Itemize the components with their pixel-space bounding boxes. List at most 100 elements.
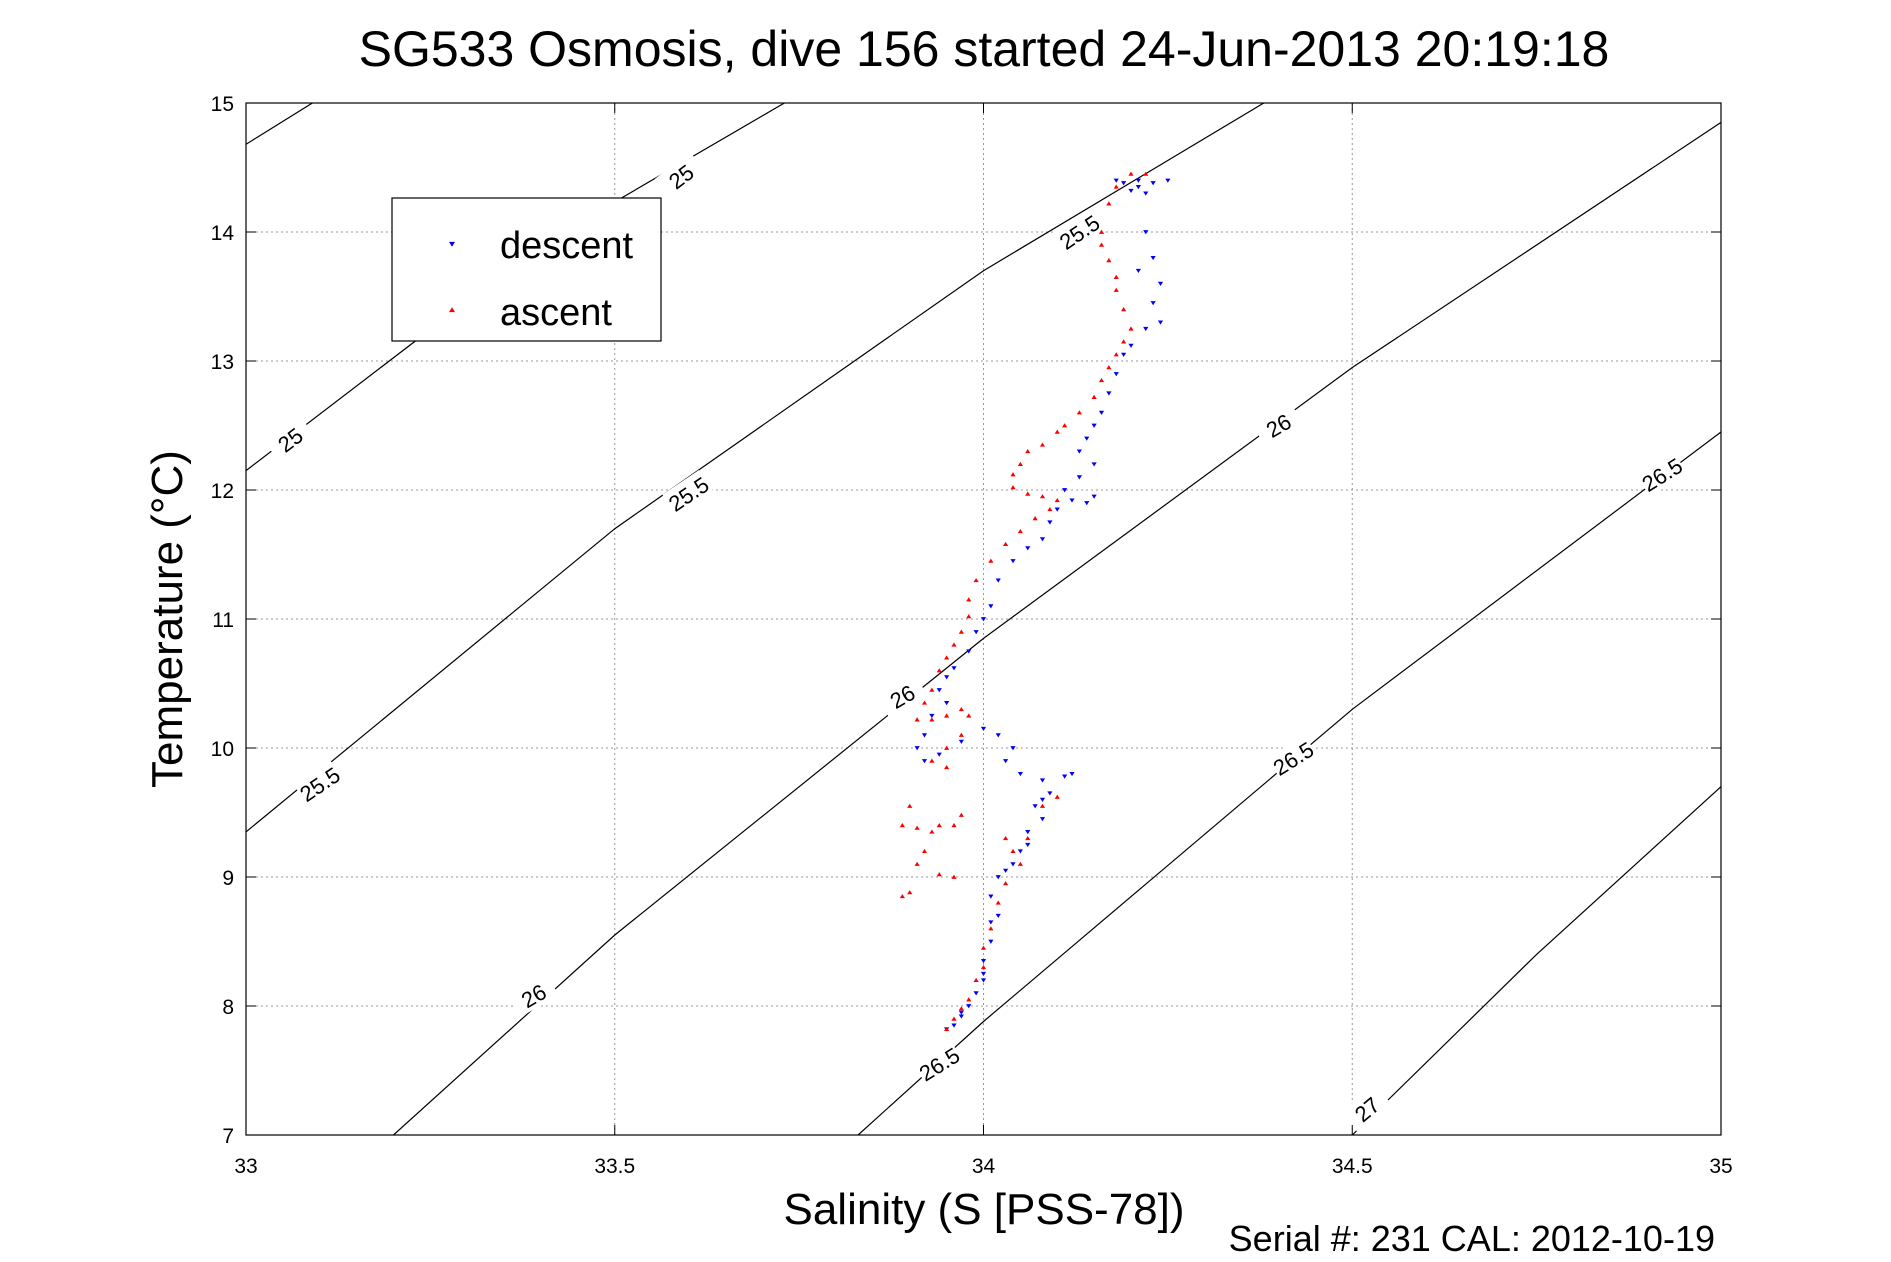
ascent-point: [1128, 326, 1134, 331]
descent-point: [1135, 268, 1141, 274]
descent-point: [1039, 778, 1046, 783]
ascent-point: [929, 758, 935, 763]
ascent-point: [907, 890, 913, 895]
contour-label-bg: [264, 415, 316, 463]
descent-point: [1039, 537, 1046, 542]
descent-point: [944, 675, 950, 680]
ascent-point: [914, 717, 920, 722]
descent-point: [1128, 343, 1134, 348]
ascent-point: [899, 894, 905, 899]
ascent-point: [1121, 307, 1127, 312]
ascent-point: [907, 803, 913, 808]
ascent-point: [966, 597, 972, 602]
descent-point: [980, 959, 987, 964]
descent-point: [958, 1014, 964, 1019]
ascent-point: [914, 861, 920, 866]
descent-point: [988, 939, 994, 944]
ascent-point: [921, 700, 928, 705]
descent-point: [988, 604, 994, 609]
y-axis-label: Temperature (°C): [143, 450, 192, 788]
descent-marker-icon: [449, 241, 455, 247]
descent-point: [1010, 559, 1016, 564]
ascent-point: [951, 823, 957, 828]
ascent-point: [958, 1006, 964, 1011]
ascent-point: [1003, 881, 1009, 886]
descent-point: [988, 894, 994, 899]
contour-label-bg: [662, 469, 714, 517]
contour-label-bg: [507, 972, 559, 1018]
contour-label-bg: [1341, 1084, 1392, 1133]
contour-label-bg: [655, 152, 706, 200]
ascent-point: [944, 745, 950, 750]
ascent-point: [1106, 201, 1112, 206]
x-axis-label: Salinity (S [PSS-78]): [783, 1185, 1184, 1234]
ascent-point: [1098, 378, 1105, 383]
ascent-point: [1025, 448, 1031, 454]
legend-marker-descent: [449, 241, 455, 247]
ascent-point: [1098, 229, 1105, 234]
ascent-point: [1032, 516, 1038, 521]
descent-point: [1010, 862, 1016, 867]
descent-point: [936, 688, 942, 693]
ascent-point: [1025, 491, 1031, 496]
ascent-point: [1003, 835, 1009, 841]
ascent-point: [944, 1026, 950, 1032]
descent-point: [980, 617, 987, 622]
contour-label-bg: [1053, 208, 1105, 255]
descent-point: [973, 630, 979, 635]
descent-point: [944, 701, 950, 706]
descent-point: [1084, 501, 1090, 506]
ascent-point: [899, 823, 905, 828]
descent-point: [1157, 320, 1164, 325]
y-tick-label: 11: [212, 609, 234, 632]
contour-label-bg: [876, 673, 928, 718]
y-tick-label: 12: [211, 480, 234, 503]
ascent-point: [1076, 410, 1082, 415]
descent-point: [921, 733, 928, 738]
ascent-point: [929, 717, 935, 722]
descent-point: [1128, 188, 1134, 194]
descent-point: [1076, 449, 1082, 454]
ascent-point: [1054, 497, 1060, 503]
y-tick-label: 10: [211, 738, 234, 761]
descent-point: [1025, 830, 1031, 835]
ascent-point: [921, 848, 928, 854]
descent-point: [966, 649, 972, 654]
descent-point: [1143, 230, 1149, 235]
descent-point: [1047, 520, 1053, 525]
ascent-point: [929, 829, 935, 834]
descent-point: [1143, 326, 1149, 332]
descent-point: [1150, 181, 1156, 186]
descent-point: [1039, 817, 1046, 822]
descent-point: [1121, 352, 1127, 357]
legend-box: [391, 197, 662, 342]
ascent-point: [1098, 242, 1105, 247]
contour-label-bg: [1635, 450, 1688, 497]
ascent-point: [1017, 861, 1023, 866]
ascent-point: [1017, 461, 1023, 467]
serial-cal-footer: Serial #: 231 CAL: 2012-10-19: [1229, 1218, 1715, 1259]
contour-label-bg: [1267, 734, 1319, 781]
contour-line-25-5: [246, 103, 1265, 833]
ascent-point: [1113, 184, 1119, 189]
descent-point: [966, 1004, 972, 1009]
descent-point: [1054, 507, 1060, 512]
ascent-point: [1054, 794, 1060, 799]
descent-point: [1003, 759, 1009, 764]
ascent-point: [1010, 848, 1016, 854]
descent-point: [958, 739, 964, 744]
descent-point: [995, 913, 1001, 919]
ascent-point: [1113, 274, 1119, 279]
ascent-point: [958, 732, 964, 737]
ascent-point: [944, 713, 950, 718]
ascent-point: [1039, 803, 1046, 808]
descent-point: [1025, 842, 1031, 848]
contour-line-25: [246, 103, 313, 145]
descent-point: [1157, 281, 1164, 286]
descent-point: [1150, 255, 1156, 261]
axis-ticks: 33 33.5 34 34.5 35 7 8 9 10 11 12 13 14 15: [211, 93, 1733, 1178]
descent-point: [1106, 391, 1112, 396]
descent-point: [980, 978, 987, 983]
descent-point: [1091, 494, 1097, 499]
ascent-point: [944, 655, 950, 660]
